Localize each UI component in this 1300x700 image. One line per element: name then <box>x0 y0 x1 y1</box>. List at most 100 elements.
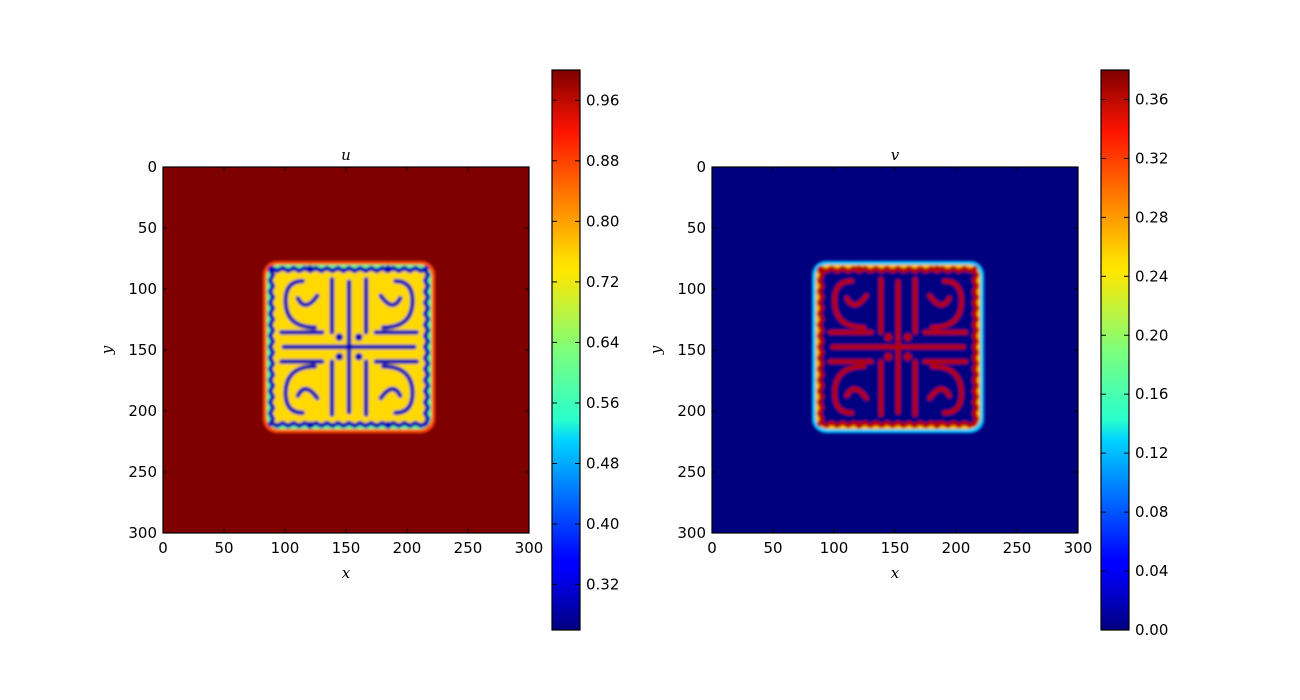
x-tick-label: 150 <box>332 539 361 557</box>
colorbar-v <box>1101 70 1129 630</box>
colorbar-u-ticks: 0.32 0.40 0.48 0.56 0.64 0.72 0.80 0.88 0.96 <box>552 91 619 594</box>
y-ticks-v: 0 50 100 150 200 250 300 <box>677 158 1078 542</box>
colorbar-tick-label: 0.56 <box>586 394 619 412</box>
pattern-stripe <box>283 364 318 416</box>
pattern-stripe <box>380 364 415 416</box>
y-ticks-u: 0 50 100 150 200 250 300 <box>128 158 529 542</box>
pattern-spot <box>933 265 941 273</box>
pattern-stripe <box>929 364 964 416</box>
colorbar-tick-label: 0.24 <box>1135 267 1168 285</box>
x-tick-label: 150 <box>881 539 910 557</box>
colorbar-tick-label: 0.20 <box>1135 326 1168 344</box>
pattern-spot <box>306 265 314 273</box>
pattern-stripe <box>832 278 867 330</box>
pattern-spot <box>306 421 314 429</box>
x-tick-label: 0 <box>707 539 717 557</box>
pattern-stripe <box>816 265 980 429</box>
heatmap-u-pattern <box>263 260 436 433</box>
pattern-stripe <box>295 293 320 308</box>
y-tick-label: 100 <box>128 280 157 298</box>
x-tick-label: 200 <box>942 539 971 557</box>
pattern-spot <box>884 333 893 342</box>
colorbar-tick-label: 0.72 <box>586 273 619 291</box>
pattern-stripe <box>283 278 318 330</box>
x-ticks-v: 0 50 100 150 200 250 300 <box>707 167 1092 557</box>
x-tick-label: 0 <box>158 539 168 557</box>
pattern-stripe <box>929 278 964 330</box>
colorbar-tick-label: 0.04 <box>1135 562 1168 580</box>
pattern-stripe <box>832 364 867 416</box>
pattern-stripe <box>267 265 431 429</box>
y-tick-label: 100 <box>677 280 706 298</box>
y-tick-label: 300 <box>128 524 157 542</box>
y-tick-label: 150 <box>677 341 706 359</box>
pattern-spot <box>855 265 863 273</box>
y-tick-label: 250 <box>677 463 706 481</box>
colorbar-tick-label: 0.28 <box>1135 208 1168 226</box>
x-ticks-u: 0 50 100 150 200 250 300 <box>158 167 543 557</box>
pattern-spot <box>384 421 392 429</box>
colorbar-tick-label: 0.32 <box>1135 149 1168 167</box>
colorbar-tick-label: 0.36 <box>1135 90 1168 108</box>
y-tick-label: 250 <box>128 463 157 481</box>
x-tick-label: 100 <box>820 539 849 557</box>
pattern-stripe <box>844 293 869 308</box>
colorbar-v-ticks: 0.00 0.04 0.08 0.12 0.16 0.20 0.24 0.28 0.32 0.36 <box>1101 90 1168 639</box>
y-tick-label: 50 <box>138 219 157 237</box>
y-tick-label: 50 <box>687 219 706 237</box>
y-tick-label: 200 <box>677 402 706 420</box>
pattern-spot <box>855 421 863 429</box>
pattern-stripe <box>380 278 415 330</box>
colorbar-tick-label: 0.32 <box>586 576 619 594</box>
colorbar-tick-label: 0.40 <box>586 515 619 533</box>
y-tick-label: 200 <box>128 402 157 420</box>
pattern-spot <box>903 352 912 361</box>
colorbar-v-frame <box>1100 69 1130 631</box>
colorbar-tick-label: 0.08 <box>1135 503 1168 521</box>
pattern-stripe <box>378 386 403 401</box>
pattern-spot <box>354 333 363 342</box>
x-tick-label: 250 <box>454 539 483 557</box>
y-tick-label: 150 <box>128 341 157 359</box>
colorbar-tick-label: 0.96 <box>586 91 619 109</box>
x-tick-label: 50 <box>214 539 233 557</box>
colorbar-u-frame <box>551 69 581 631</box>
x-tick-label: 200 <box>393 539 422 557</box>
panel-u: u x y 0 50 100 150 200 250 300 0 50 100 150 200 250… <box>98 69 619 631</box>
y-axis-label-u: y <box>98 345 116 355</box>
x-tick-label: 100 <box>271 539 300 557</box>
panel-v: v x y 0 50 100 150 200 250 300 0 50 100 150 200 250… <box>647 69 1168 639</box>
pattern-stripe <box>927 293 952 308</box>
x-axis-label-u: x <box>342 564 351 582</box>
y-tick-label: 0 <box>147 158 157 176</box>
y-tick-label: 300 <box>677 524 706 542</box>
pattern-spot <box>354 352 363 361</box>
x-tick-label: 300 <box>1064 539 1093 557</box>
pattern-spot <box>384 265 392 273</box>
y-axis-label-v: y <box>647 345 665 355</box>
colorbar-tick-label: 0.12 <box>1135 444 1168 462</box>
pattern-stripe <box>378 293 403 308</box>
colorbar-tick-label: 0.48 <box>586 455 619 473</box>
chart-title-v: v <box>891 146 900 164</box>
pattern-stripe <box>844 386 869 401</box>
pattern-stripe <box>927 386 952 401</box>
pattern-spot <box>335 333 344 342</box>
x-axis-label-v: x <box>891 564 900 582</box>
colorbar-tick-label: 0.64 <box>586 333 619 351</box>
x-tick-label: 300 <box>515 539 544 557</box>
heatmap-v-pattern <box>812 260 985 433</box>
colorbar-tick-label: 0.88 <box>586 152 619 170</box>
chart-title-u: u <box>341 146 351 164</box>
colorbar-tick-label: 0.00 <box>1135 621 1168 639</box>
x-tick-label: 250 <box>1003 539 1032 557</box>
x-tick-label: 50 <box>763 539 782 557</box>
pattern-spot <box>884 352 893 361</box>
pattern-spot <box>335 352 344 361</box>
pattern-spot <box>933 421 941 429</box>
colorbar-tick-label: 0.16 <box>1135 385 1168 403</box>
colorbar-u <box>552 70 580 630</box>
pattern-stripe <box>295 386 320 401</box>
pattern-spot <box>903 333 912 342</box>
